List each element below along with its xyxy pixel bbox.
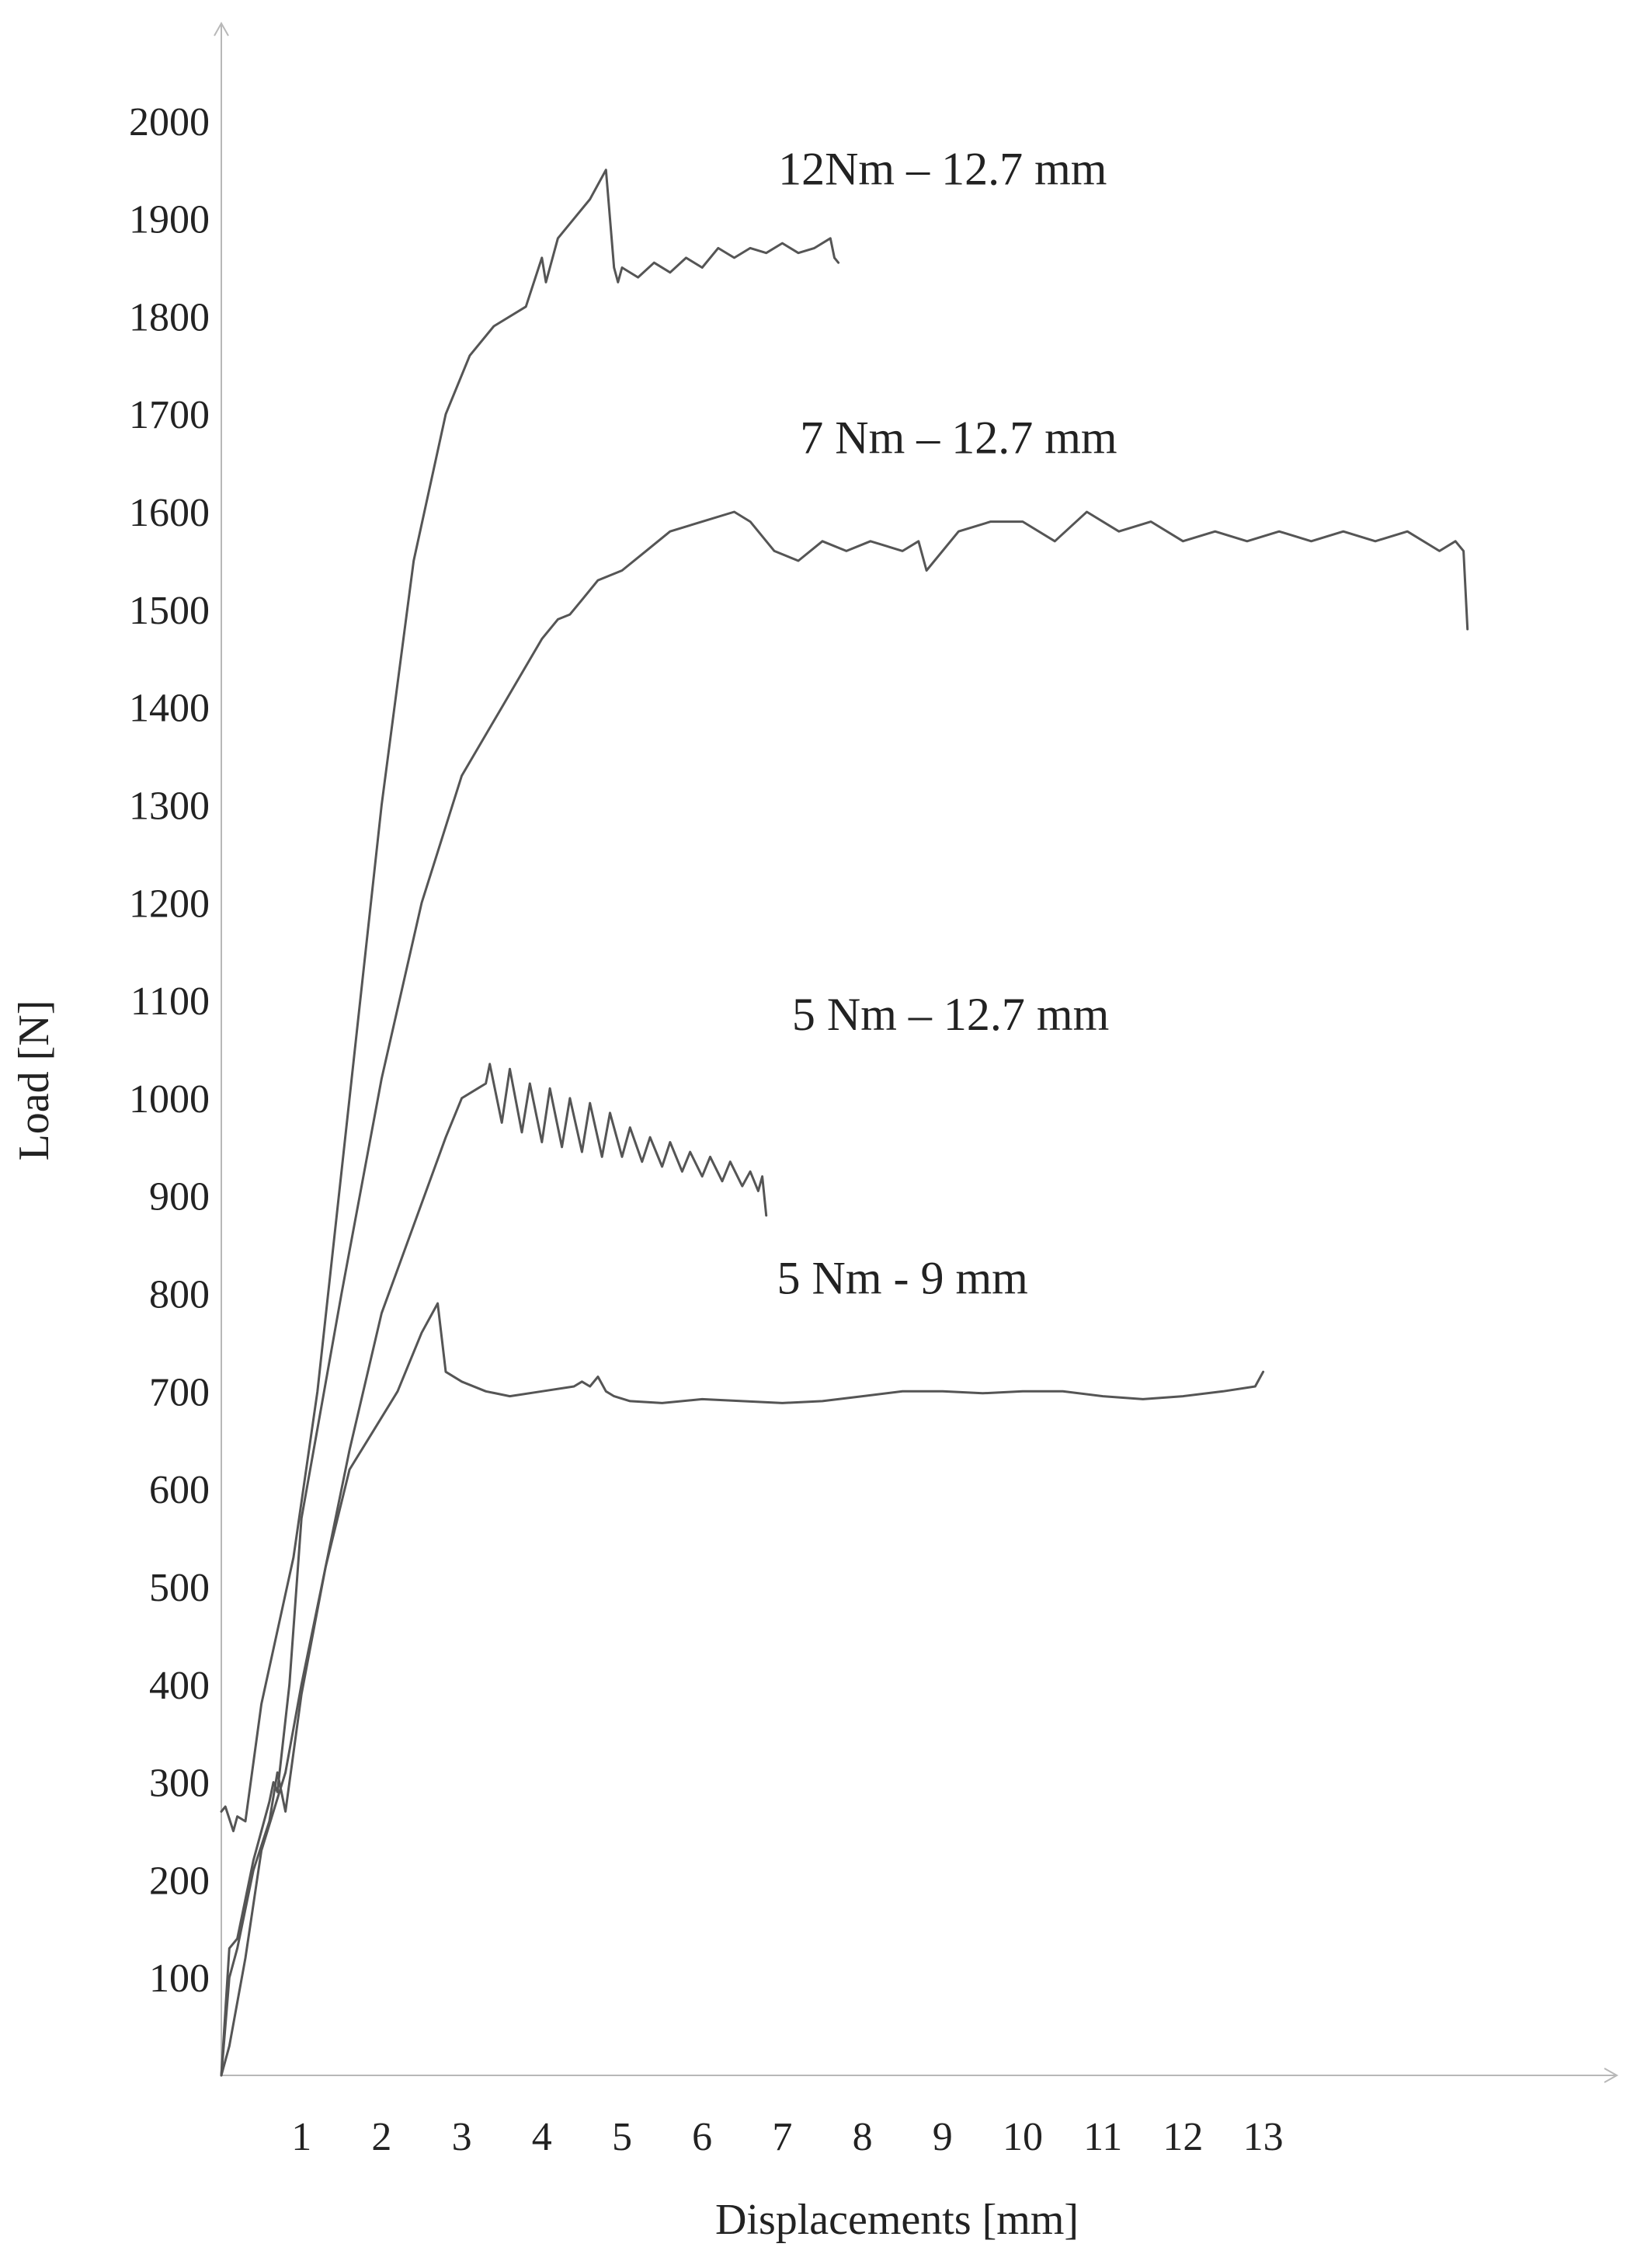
- y-tick-label: 1900: [129, 198, 210, 242]
- y-tick-label: 1400: [129, 687, 210, 731]
- x-axis-arrow: [1604, 2068, 1619, 2083]
- y-tick-label: 900: [149, 1175, 210, 1219]
- x-tick-label: 12: [1163, 2115, 1203, 2159]
- y-tick-label: 1500: [129, 589, 210, 633]
- x-tick-label: 5: [612, 2115, 632, 2159]
- y-tick-label: 2000: [129, 100, 210, 144]
- y-tick-label: 800: [149, 1273, 210, 1317]
- y-tick-label: 1700: [129, 393, 210, 437]
- y-tick-label: 600: [149, 1468, 210, 1512]
- x-tick-labels: 1 2 3 4 5 6 7 8 9 10 11 12 13: [291, 2115, 1283, 2159]
- series-line-4: [220, 1302, 1265, 2077]
- axes: [214, 21, 1619, 2083]
- series-label-2: 7 Nm – 12.7 mm: [800, 412, 1117, 464]
- y-tick-label: 1300: [129, 784, 210, 828]
- series-line-1: [220, 169, 840, 1832]
- y-tick-label: 1600: [129, 491, 210, 535]
- y-tick-label: 1100: [130, 979, 210, 1024]
- y-tick-label: 500: [149, 1566, 210, 1610]
- series-line-3: [220, 1063, 768, 2077]
- series-label-1: 12Nm – 12.7 mm: [778, 144, 1107, 195]
- y-tick-label: 700: [149, 1370, 210, 1414]
- series-label-4: 5 Nm - 9 mm: [777, 1253, 1028, 1304]
- x-tick-label: 2: [371, 2115, 391, 2159]
- y-tick-label: 100: [149, 1957, 210, 2001]
- x-tick-label: 7: [772, 2115, 792, 2159]
- y-tick-label: 200: [149, 1859, 210, 1903]
- x-tick-label: 9: [933, 2115, 953, 2159]
- series-line-2: [220, 510, 1469, 2077]
- y-axis-arrow: [214, 21, 229, 37]
- x-tick-label: 4: [532, 2115, 552, 2159]
- series-label-3: 5 Nm – 12.7 mm: [792, 989, 1109, 1040]
- y-axis-label: Load [N]: [10, 1000, 58, 1161]
- y-tick-label: 300: [149, 1762, 210, 1806]
- x-tick-label: 6: [692, 2115, 712, 2159]
- series-lines: [220, 169, 1469, 2077]
- x-tick-label: 13: [1243, 2115, 1284, 2159]
- x-tick-label: 1: [291, 2115, 311, 2159]
- y-tick-label: 1200: [129, 882, 210, 926]
- series-labels: 12Nm – 12.7 mm 7 Nm – 12.7 mm 5 Nm – 12.7 …: [777, 144, 1117, 1304]
- y-tick-label: 1000: [129, 1077, 210, 1122]
- y-tick-label: 400: [149, 1664, 210, 1708]
- x-tick-label: 11: [1083, 2115, 1122, 2159]
- x-axis-label: Displacements [mm]: [715, 2196, 1079, 2244]
- x-tick-label: 3: [452, 2115, 472, 2159]
- y-tick-labels: 100 200 300 400 500 600 700 800 900 1000 1100 1200 1…: [129, 100, 210, 2001]
- x-tick-label: 10: [1003, 2115, 1043, 2159]
- y-tick-label: 1800: [129, 295, 210, 339]
- x-tick-label: 8: [853, 2115, 873, 2159]
